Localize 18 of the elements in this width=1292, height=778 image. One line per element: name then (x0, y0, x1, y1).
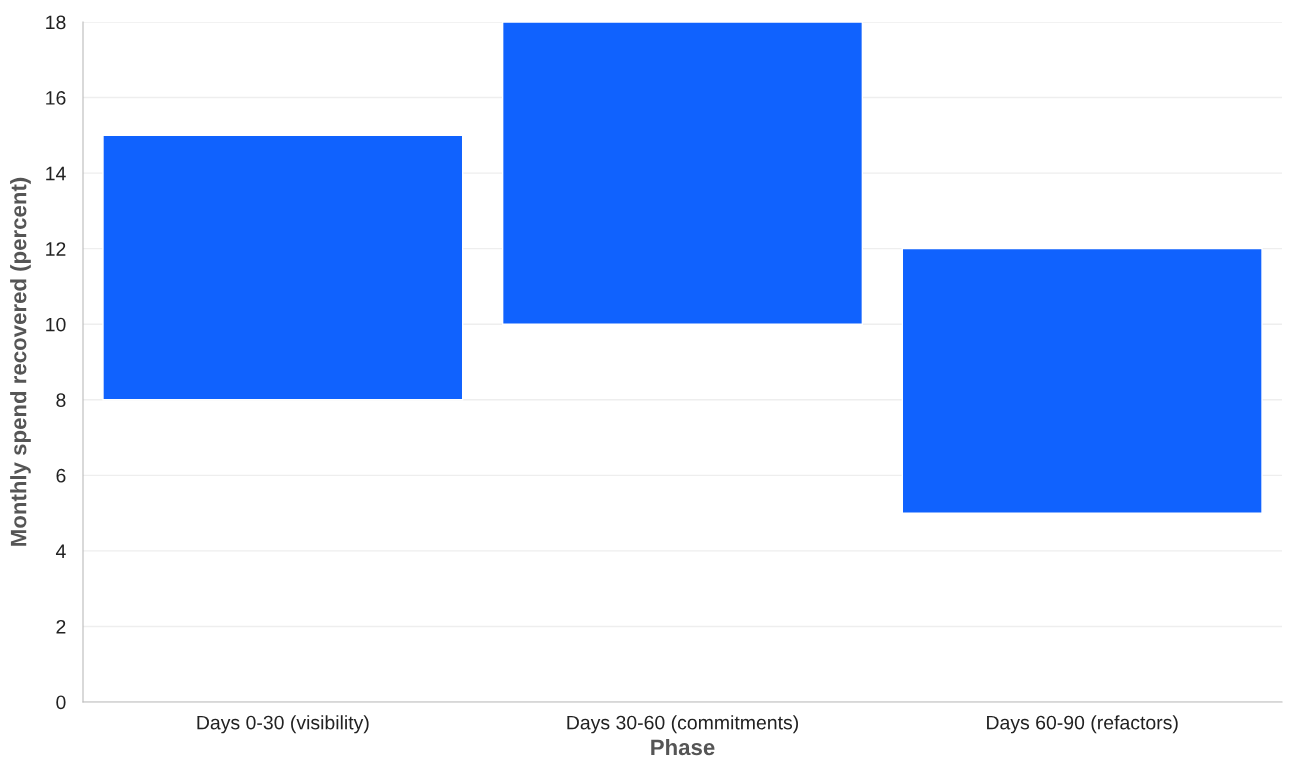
x-tick-label: Days 60-90 (refactors) (987, 715, 1178, 734)
y-tick-label: 6 (56, 468, 66, 483)
y-tick-label: 2 (56, 619, 66, 634)
y-axis-title: Monthly spend recovered (percent) (10, 177, 31, 546)
x-axis-title: Phase (651, 738, 715, 756)
x-tick-label: Days 0-30 (visibility) (197, 715, 369, 734)
y-tick-label: 8 (56, 393, 66, 408)
y-tick-label: 16 (46, 91, 66, 105)
x-tick-label: Days 30-60 (commitments) (567, 715, 798, 734)
y-tick-label: 10 (46, 317, 66, 332)
y-tick-label: 18 (46, 15, 66, 30)
bar (501, 22, 864, 325)
y-tick-label: 0 (56, 695, 66, 710)
y-tick-label: 4 (55, 544, 66, 558)
y-tick-label: 12 (46, 242, 66, 256)
bar (901, 247, 1263, 514)
bar (102, 134, 464, 401)
y-tick-label: 14 (46, 166, 66, 181)
